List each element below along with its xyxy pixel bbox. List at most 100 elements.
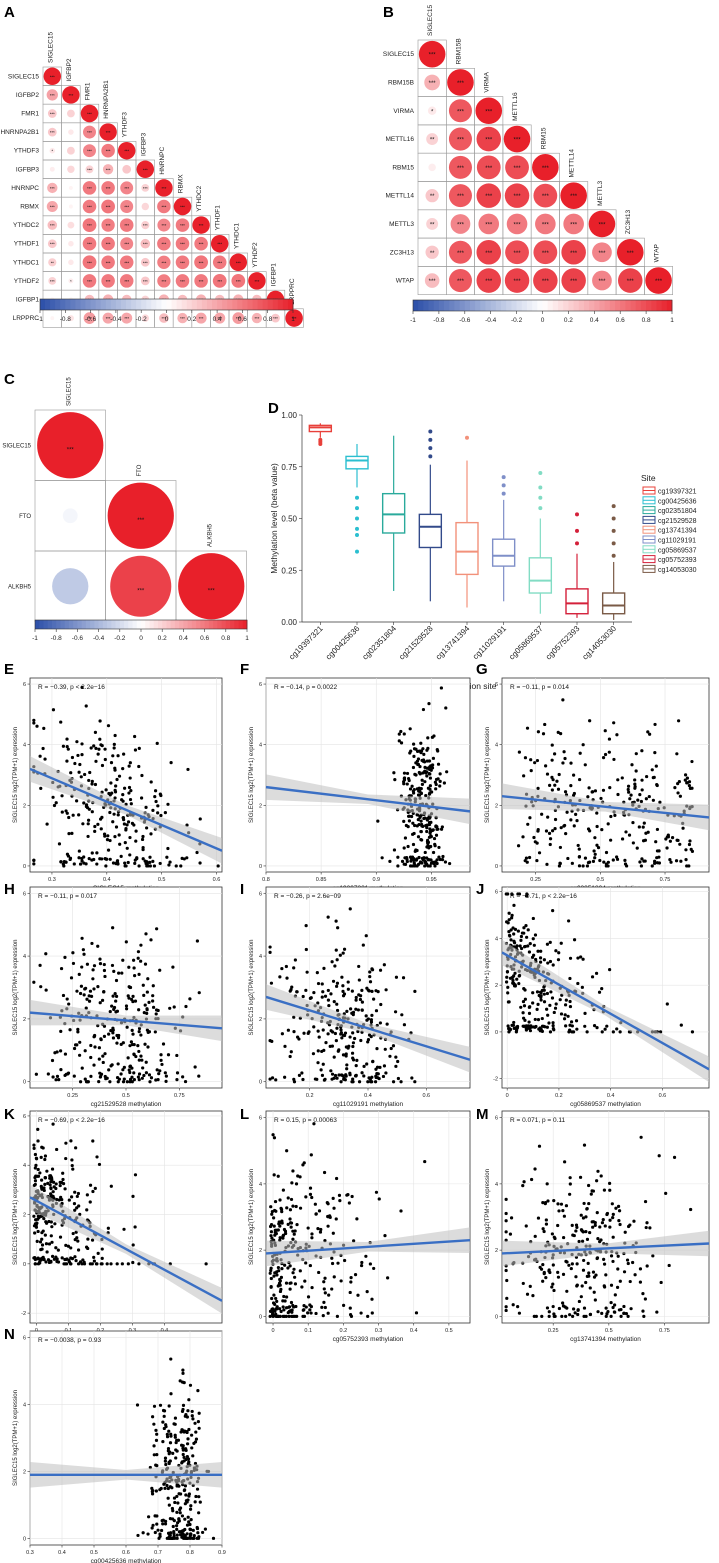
x-tick-label: 0.25 — [548, 1328, 559, 1334]
data-point — [435, 827, 439, 831]
data-point — [654, 840, 658, 844]
data-point — [279, 1275, 284, 1279]
signif-mark: *** — [87, 130, 92, 135]
data-point — [185, 1442, 190, 1446]
colorbar-step — [656, 300, 663, 311]
data-point — [642, 1314, 646, 1318]
data-point — [568, 1004, 573, 1009]
data-point — [66, 1244, 71, 1248]
data-point — [340, 1073, 344, 1077]
y-tick-label: 6 — [259, 891, 262, 897]
data-point — [397, 732, 401, 736]
data-point — [541, 1201, 545, 1205]
data-point — [111, 861, 116, 865]
data-point — [310, 1236, 314, 1240]
data-point — [406, 814, 411, 818]
data-point — [429, 768, 433, 772]
data-point — [323, 1291, 327, 1295]
data-point — [564, 1024, 568, 1028]
data-point — [351, 1077, 355, 1081]
data-point — [189, 1532, 193, 1536]
data-point — [143, 1042, 147, 1046]
data-point — [509, 928, 513, 932]
colorbar-step — [501, 300, 507, 311]
y-tick-label: 2 — [259, 803, 262, 809]
data-point — [522, 926, 526, 930]
data-point — [558, 861, 562, 866]
data-point — [59, 1029, 63, 1033]
data-point — [285, 1295, 289, 1299]
data-point — [164, 1074, 168, 1078]
data-point — [196, 1420, 201, 1424]
data-point — [508, 1232, 513, 1236]
data-point — [565, 1260, 569, 1264]
data-point — [59, 860, 63, 864]
colorbar-tick-label: -0.8 — [51, 635, 63, 642]
data-point — [66, 854, 71, 858]
data-point — [327, 1003, 331, 1008]
data-point — [189, 1518, 193, 1522]
row-label: RBM15B — [388, 79, 414, 86]
data-point — [139, 959, 143, 963]
data-point — [40, 1243, 45, 1247]
data-point — [319, 1068, 323, 1072]
data-point — [438, 772, 442, 776]
corr-circle — [82, 255, 97, 270]
y-axis-title: SIGLEC15 log2(TPM+1) expression — [249, 940, 255, 1036]
colorbar-tick-label: 0 — [139, 635, 143, 642]
data-point — [133, 734, 137, 739]
data-point — [399, 729, 403, 734]
data-point — [137, 746, 141, 750]
data-point — [343, 1258, 347, 1263]
row-label: IGFBP1 — [16, 297, 40, 304]
data-point — [433, 842, 437, 846]
signif-mark: ** — [430, 222, 435, 228]
column-label: RBMX — [178, 174, 185, 193]
data-point — [409, 856, 414, 861]
panel-label-L: L — [240, 1106, 249, 1123]
data-point — [292, 1267, 296, 1271]
data-point — [556, 787, 561, 791]
data-point — [286, 1028, 290, 1032]
signif-mark: *** — [124, 242, 129, 247]
data-point — [148, 855, 152, 859]
colorbar-step — [94, 620, 99, 629]
data-point — [88, 1183, 93, 1187]
data-point — [103, 757, 107, 762]
data-point — [83, 1049, 87, 1053]
signif-mark: *** — [429, 53, 437, 59]
data-point — [418, 764, 422, 769]
data-point — [158, 968, 162, 972]
data-point — [415, 824, 419, 828]
colorbar-step — [234, 620, 239, 629]
data-point — [558, 998, 562, 1002]
data-point — [106, 1226, 110, 1230]
data-point — [130, 1028, 134, 1032]
outlier-point — [355, 526, 359, 531]
data-point — [211, 1536, 216, 1540]
data-point — [512, 903, 516, 907]
data-point — [73, 1043, 78, 1047]
data-point — [567, 1030, 571, 1034]
data-point — [603, 1224, 607, 1228]
data-point — [379, 1002, 383, 1007]
outlier-point — [355, 516, 359, 521]
colorbar-tick-label: -0.8 — [433, 317, 445, 324]
outlier-point — [355, 495, 359, 500]
colorbar-step — [666, 300, 673, 311]
data-point — [270, 1039, 274, 1043]
data-point — [76, 1239, 80, 1243]
data-point — [335, 1076, 339, 1080]
data-point — [50, 1240, 54, 1244]
colorbar-step — [237, 299, 243, 310]
data-point — [67, 1198, 71, 1202]
panel-label-G: G — [476, 661, 488, 678]
signif-mark: *** — [50, 93, 55, 98]
column-label: ALKBH5 — [207, 523, 213, 547]
data-point — [34, 1072, 38, 1076]
data-point — [626, 1261, 630, 1266]
outlier-point — [428, 437, 433, 442]
signif-mark: *** — [162, 242, 167, 247]
data-point — [70, 755, 75, 760]
data-point — [175, 1533, 179, 1537]
